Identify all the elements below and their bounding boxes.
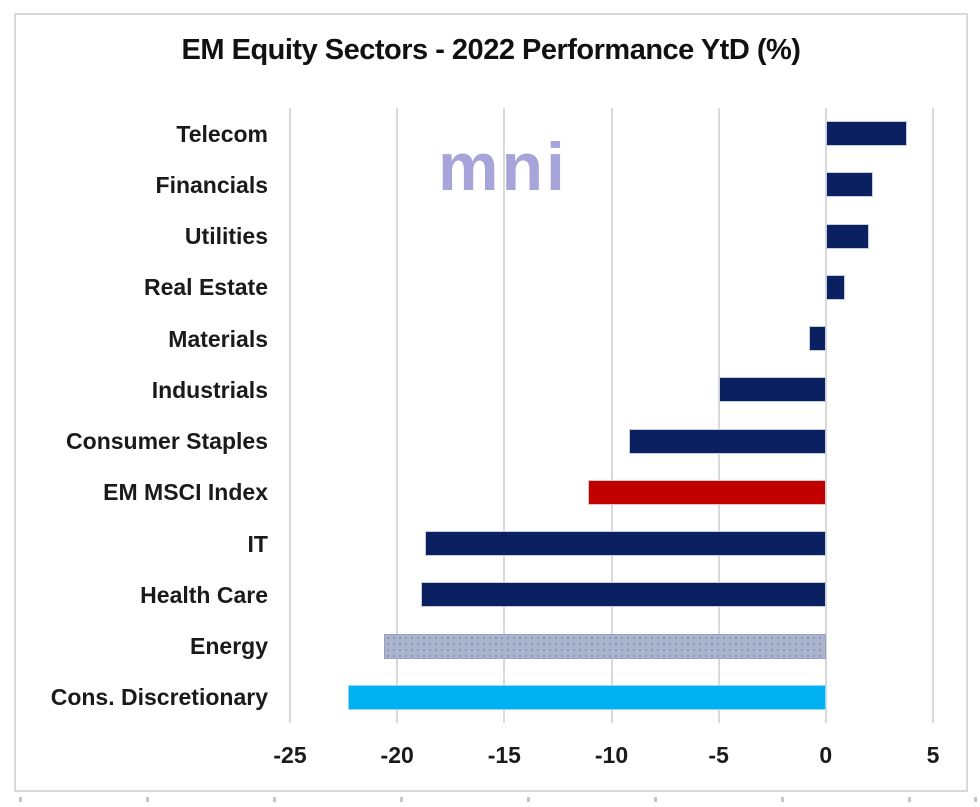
gridline--10 bbox=[610, 108, 613, 723]
ruler-tick bbox=[781, 797, 784, 802]
category-label-utilities: Utilities bbox=[184, 223, 268, 250]
gridline-0 bbox=[824, 108, 827, 723]
bar-consumer-staples bbox=[628, 428, 826, 454]
category-label-industrials: Industrials bbox=[151, 376, 268, 403]
x-tick-label--15: -15 bbox=[487, 742, 521, 768]
gridline--15 bbox=[503, 108, 506, 723]
gridline--5 bbox=[717, 108, 720, 723]
x-tick-label--20: -20 bbox=[380, 742, 414, 768]
bar-cons-discretionary bbox=[347, 684, 826, 710]
x-tick-label-0: 0 bbox=[819, 742, 833, 768]
ruler-tick bbox=[654, 797, 657, 802]
ruler-tick bbox=[908, 797, 911, 802]
category-label-telecom: Telecom bbox=[176, 120, 268, 147]
ruler-tick bbox=[273, 797, 276, 802]
gridline--25 bbox=[289, 108, 291, 723]
category-label-consumer-staples: Consumer Staples bbox=[66, 428, 268, 455]
bar-real-estate bbox=[825, 274, 846, 300]
x-tick-label--10: -10 bbox=[594, 742, 629, 768]
bar-health-care bbox=[420, 582, 826, 608]
category-label-real-estate: Real Estate bbox=[143, 274, 268, 301]
chart-title: EM Equity Sectors - 2022 Performance YtD… bbox=[181, 34, 801, 66]
bar-it bbox=[425, 531, 826, 557]
ruler-tick bbox=[146, 797, 149, 802]
plot-area bbox=[289, 108, 934, 723]
bar-materials bbox=[808, 326, 826, 352]
ruler-tick bbox=[400, 797, 403, 802]
bar-utilities bbox=[825, 223, 869, 249]
ruler-tick bbox=[527, 797, 530, 802]
category-label-it: IT bbox=[247, 530, 268, 557]
x-tick-label-5: 5 bbox=[926, 742, 940, 768]
bar-energy bbox=[384, 633, 826, 659]
category-axis: Telecom Financials Utilities Real Estate Mat… bbox=[22, 108, 268, 723]
x-tick-label--5: -5 bbox=[708, 742, 729, 768]
mni-watermark-logo: mni bbox=[438, 129, 568, 205]
bar-em-msci-index bbox=[587, 479, 826, 505]
category-label-materials: Materials bbox=[168, 325, 268, 352]
bar-industrials bbox=[718, 377, 826, 403]
x-tick-label--25: -25 bbox=[273, 742, 307, 768]
gridline-5 bbox=[932, 108, 934, 723]
chart-frame bbox=[14, 13, 968, 792]
category-label-em-msci-index: EM MSCI Index bbox=[103, 479, 268, 506]
bar-financials bbox=[825, 172, 873, 198]
bar-telecom bbox=[825, 121, 908, 147]
category-label-financials: Financials bbox=[155, 171, 268, 198]
category-label-energy: Energy bbox=[190, 633, 268, 660]
gridline--20 bbox=[396, 108, 399, 723]
ruler-tick bbox=[974, 797, 977, 802]
ruler-tick bbox=[19, 797, 22, 802]
category-label-cons-discretionary: Cons. Discretionary bbox=[50, 684, 268, 711]
category-label-health-care: Health Care bbox=[140, 581, 268, 608]
